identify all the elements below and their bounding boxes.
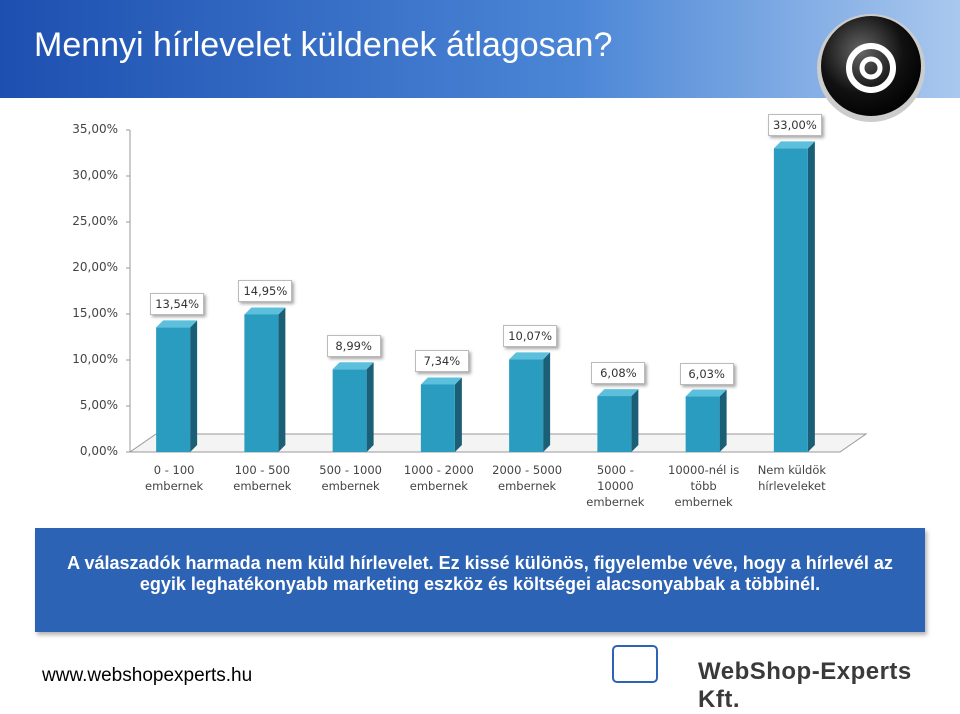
bar-side bbox=[190, 320, 198, 452]
bar bbox=[420, 384, 455, 452]
value-label: 6,03% bbox=[679, 362, 734, 385]
chart-floor bbox=[128, 433, 868, 453]
bar-side bbox=[366, 362, 374, 452]
x-tick-label: 5000 - 10000 embernek bbox=[586, 463, 645, 509]
bar bbox=[332, 369, 367, 452]
bar-top bbox=[773, 141, 815, 149]
value-label: 6,08% bbox=[591, 362, 646, 385]
icon-ball bbox=[821, 16, 921, 116]
icon-at bbox=[846, 43, 896, 93]
bar-top bbox=[156, 320, 198, 328]
x-tick-label: 100 - 500 embernek bbox=[233, 463, 292, 493]
bar-top bbox=[420, 377, 462, 385]
bar bbox=[156, 327, 191, 452]
y-tick-label: 30,00% bbox=[72, 168, 118, 182]
bar bbox=[244, 314, 279, 452]
value-label: 14,95% bbox=[238, 280, 293, 303]
bar-side bbox=[631, 389, 639, 452]
bar bbox=[773, 148, 808, 452]
value-label: 7,34% bbox=[414, 350, 469, 373]
value-label: 33,00% bbox=[767, 114, 822, 137]
y-tick-label: 0,00% bbox=[79, 444, 118, 458]
bar-side bbox=[454, 377, 462, 452]
value-label: 13,54% bbox=[150, 293, 205, 316]
bar-top bbox=[244, 307, 286, 315]
y-tick-label: 35,00% bbox=[72, 122, 118, 136]
y-tick-label: 5,00% bbox=[79, 398, 118, 412]
bar-side bbox=[807, 141, 815, 452]
value-label: 8,99% bbox=[326, 335, 381, 358]
bar-top bbox=[597, 389, 639, 397]
bar-top bbox=[509, 352, 551, 360]
footer-url: www.webshopexperts.hu bbox=[42, 665, 253, 686]
logo-icon bbox=[612, 645, 658, 683]
bar-top bbox=[332, 362, 374, 370]
bar-side bbox=[543, 352, 551, 452]
x-tick-label: 1000 - 2000 embernek bbox=[403, 463, 474, 493]
bar bbox=[685, 396, 720, 452]
y-tick-label: 25,00% bbox=[72, 214, 118, 228]
footer-logo: WebShop-Experts Kft. bbox=[698, 658, 912, 713]
callout: A válaszadók harmada nem küld hírlevelet… bbox=[35, 528, 925, 632]
chart bbox=[0, 0, 960, 683]
bar bbox=[509, 359, 544, 452]
y-tick-label: 10,00% bbox=[72, 352, 118, 366]
value-label: 10,07% bbox=[503, 325, 558, 348]
x-tick-label: 10000-nél is több embernek bbox=[668, 463, 740, 509]
x-tick-label: 0 - 100 embernek bbox=[145, 463, 204, 493]
bar-side bbox=[278, 307, 286, 452]
icon-at-inner bbox=[859, 56, 883, 80]
header-band bbox=[0, 0, 960, 98]
x-tick-label: 2000 - 5000 embernek bbox=[492, 463, 563, 493]
x-tick-label: 500 - 1000 embernek bbox=[319, 463, 382, 493]
y-tick-label: 20,00% bbox=[72, 260, 118, 274]
bar bbox=[597, 396, 632, 452]
y-tick-label: 15,00% bbox=[72, 306, 118, 320]
x-tick-label: Nem küldök hírleveleket bbox=[757, 463, 827, 493]
slide-title: Mennyi hírlevelet küldenek átlagosan? bbox=[34, 26, 613, 64]
bar-side bbox=[719, 389, 727, 452]
bar-top bbox=[685, 389, 727, 397]
